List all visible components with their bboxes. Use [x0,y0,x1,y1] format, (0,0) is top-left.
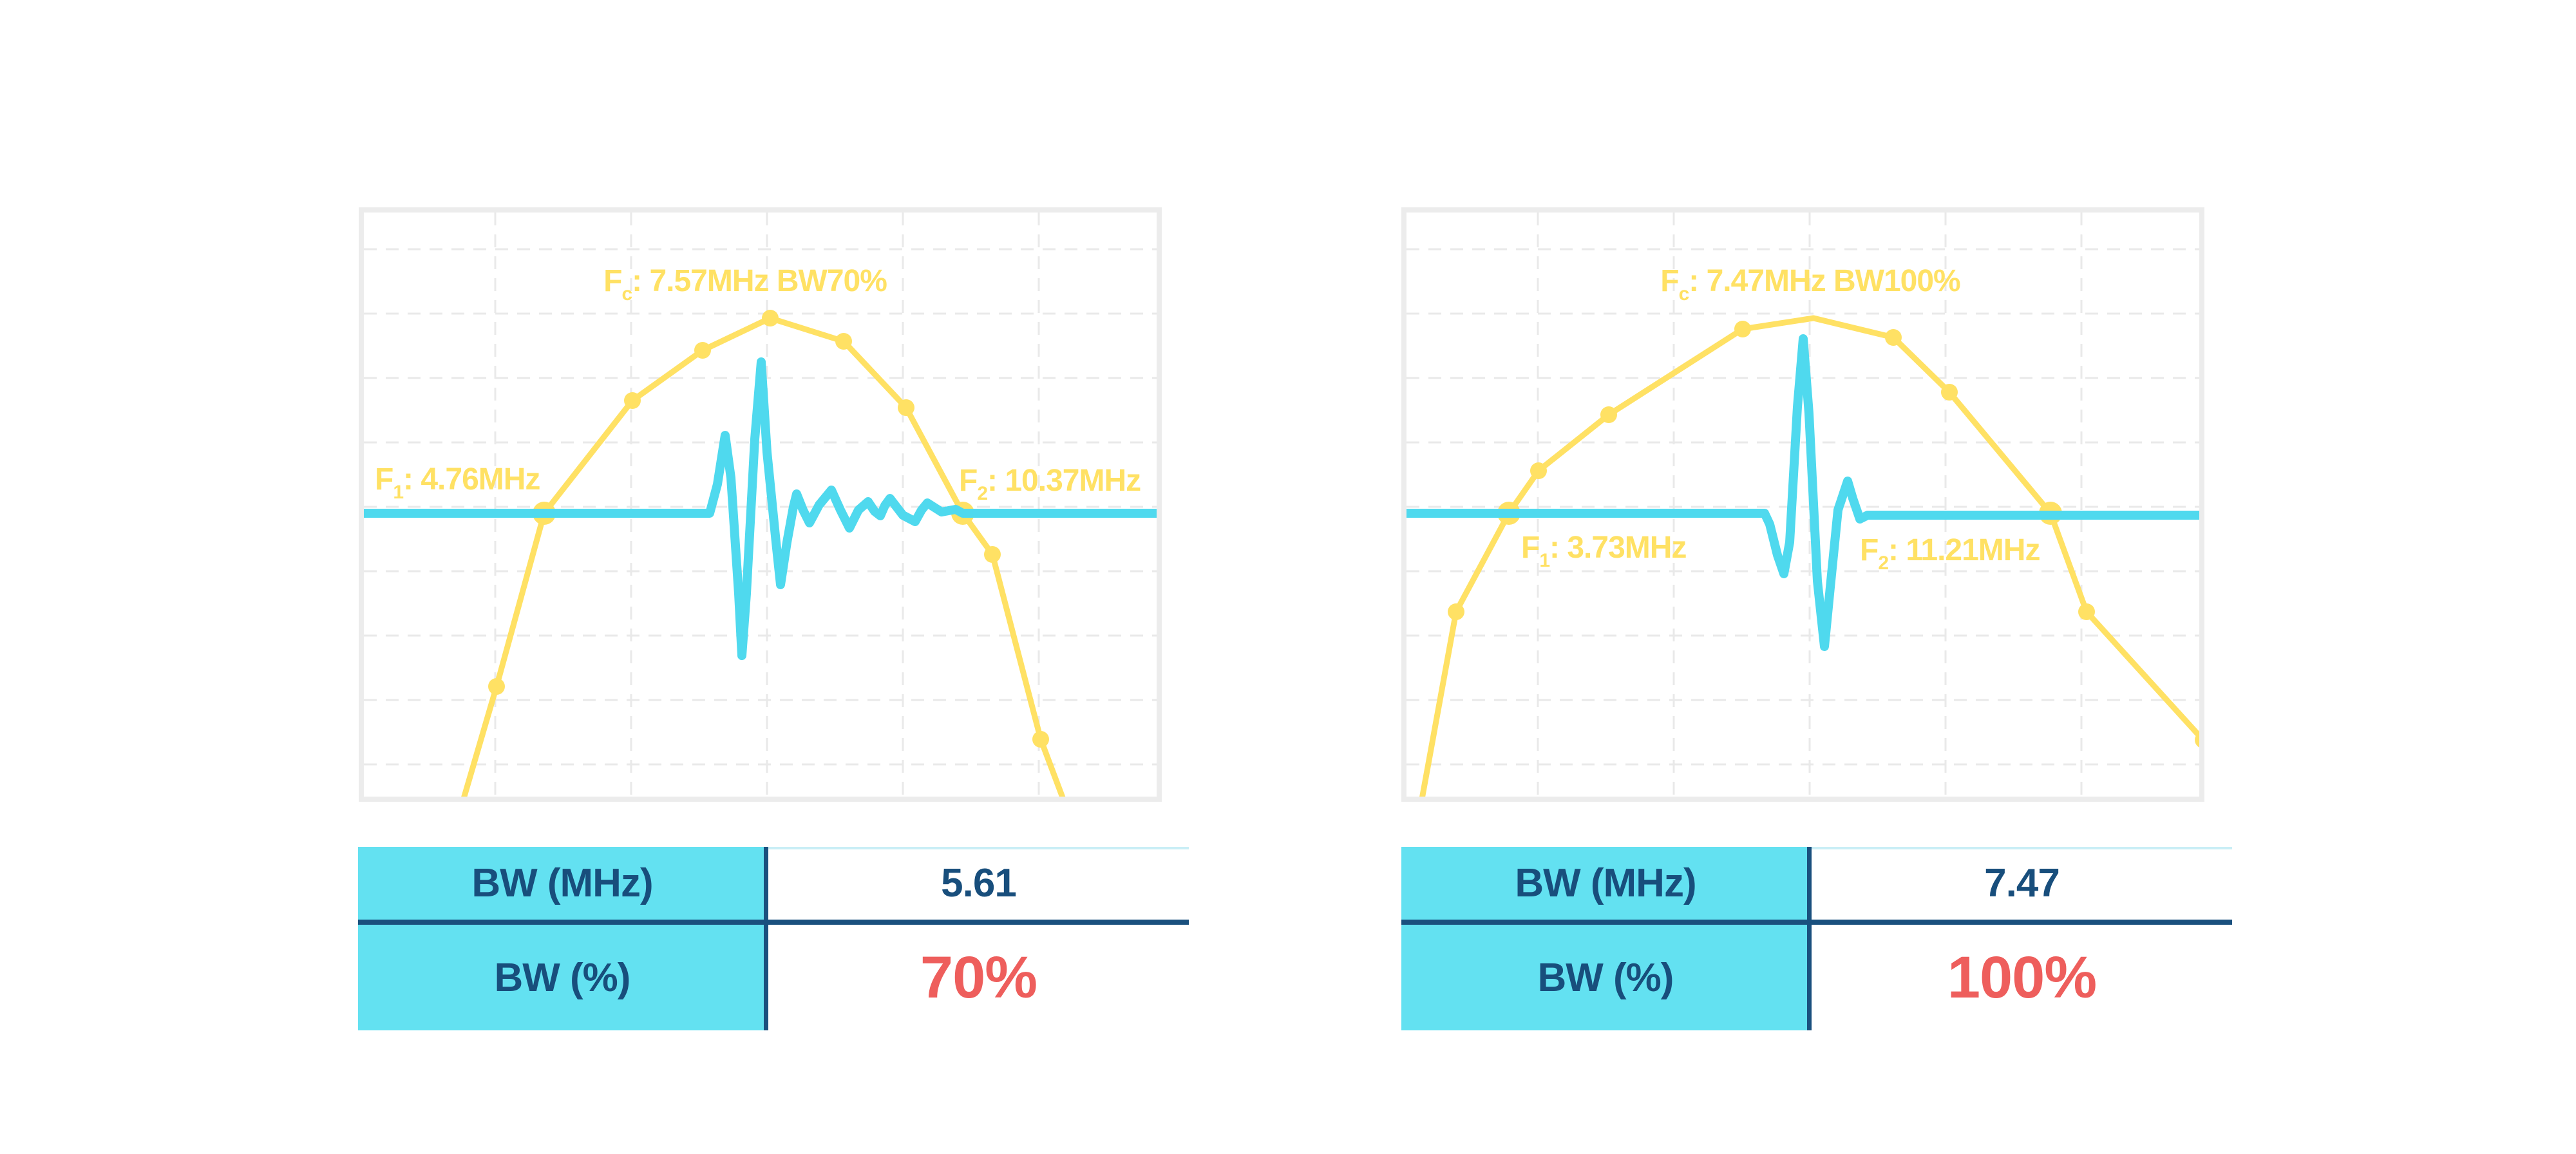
center-frequency-label: Fc: 7.57MHz BW70% [603,264,887,305]
series-layer [359,310,1161,802]
table-value-bw-pct: 100% [1947,944,2097,1010]
table-value-bw-mhz: 7.47 [1984,861,2060,905]
table-top-rule [1810,847,2232,849]
chart-panel-bw70: Fc: 7.57MHz BW70% F1: 4.76MHz F2: 10.37M… [359,207,1162,802]
table-column-divider [1807,847,1812,1030]
table-header-background [1401,847,1810,1030]
table-column-divider [764,847,768,1030]
plot-frame [359,207,1162,802]
center-frequency-label: Fc: 7.47MHz BW100% [1660,264,1960,305]
table-value-bw-mhz: 5.61 [941,861,1017,905]
f2-label: F2: 11.21MHz [1860,533,2040,574]
f1-label: F1: 3.73MHz [1521,531,1686,571]
chart-svg-bw70: Fc: 7.57MHz BW70% F1: 4.76MHz F2: 10.37M… [359,207,1162,802]
table-row-label-bw-mhz: BW (MHz) [1515,861,1696,905]
f1-label: F1: 4.76MHz [375,462,540,503]
bandwidth-table-bw70: BW (MHz) 5.61 BW (%) 70% [358,847,1189,1030]
table-top-rule [766,847,1189,849]
series-layer [1402,315,2204,802]
table-row-label-bw-pct: BW (%) [494,955,631,1000]
table-row-label-bw-mhz: BW (MHz) [471,861,653,905]
table-value-bw-pct: 70% [920,944,1037,1010]
chart-svg-bw100: Fc: 7.47MHz BW100% F1: 3.73MHz F2: 11.21… [1401,207,2204,802]
table-row-label-bw-pct: BW (%) [1537,955,1674,1000]
table-row-divider [358,920,1189,925]
table-header-background [358,847,766,1030]
grid-lines [1406,213,2199,797]
plot-frame [1401,207,2204,802]
f2-label: F2: 10.37MHz [959,464,1141,504]
grid-lines [364,213,1157,797]
table-row-divider [1401,920,2232,925]
chart-panel-bw100: Fc: 7.47MHz BW100% F1: 3.73MHz F2: 11.21… [1401,207,2204,802]
bandwidth-table-bw100: BW (MHz) 7.47 BW (%) 100% [1401,847,2232,1030]
